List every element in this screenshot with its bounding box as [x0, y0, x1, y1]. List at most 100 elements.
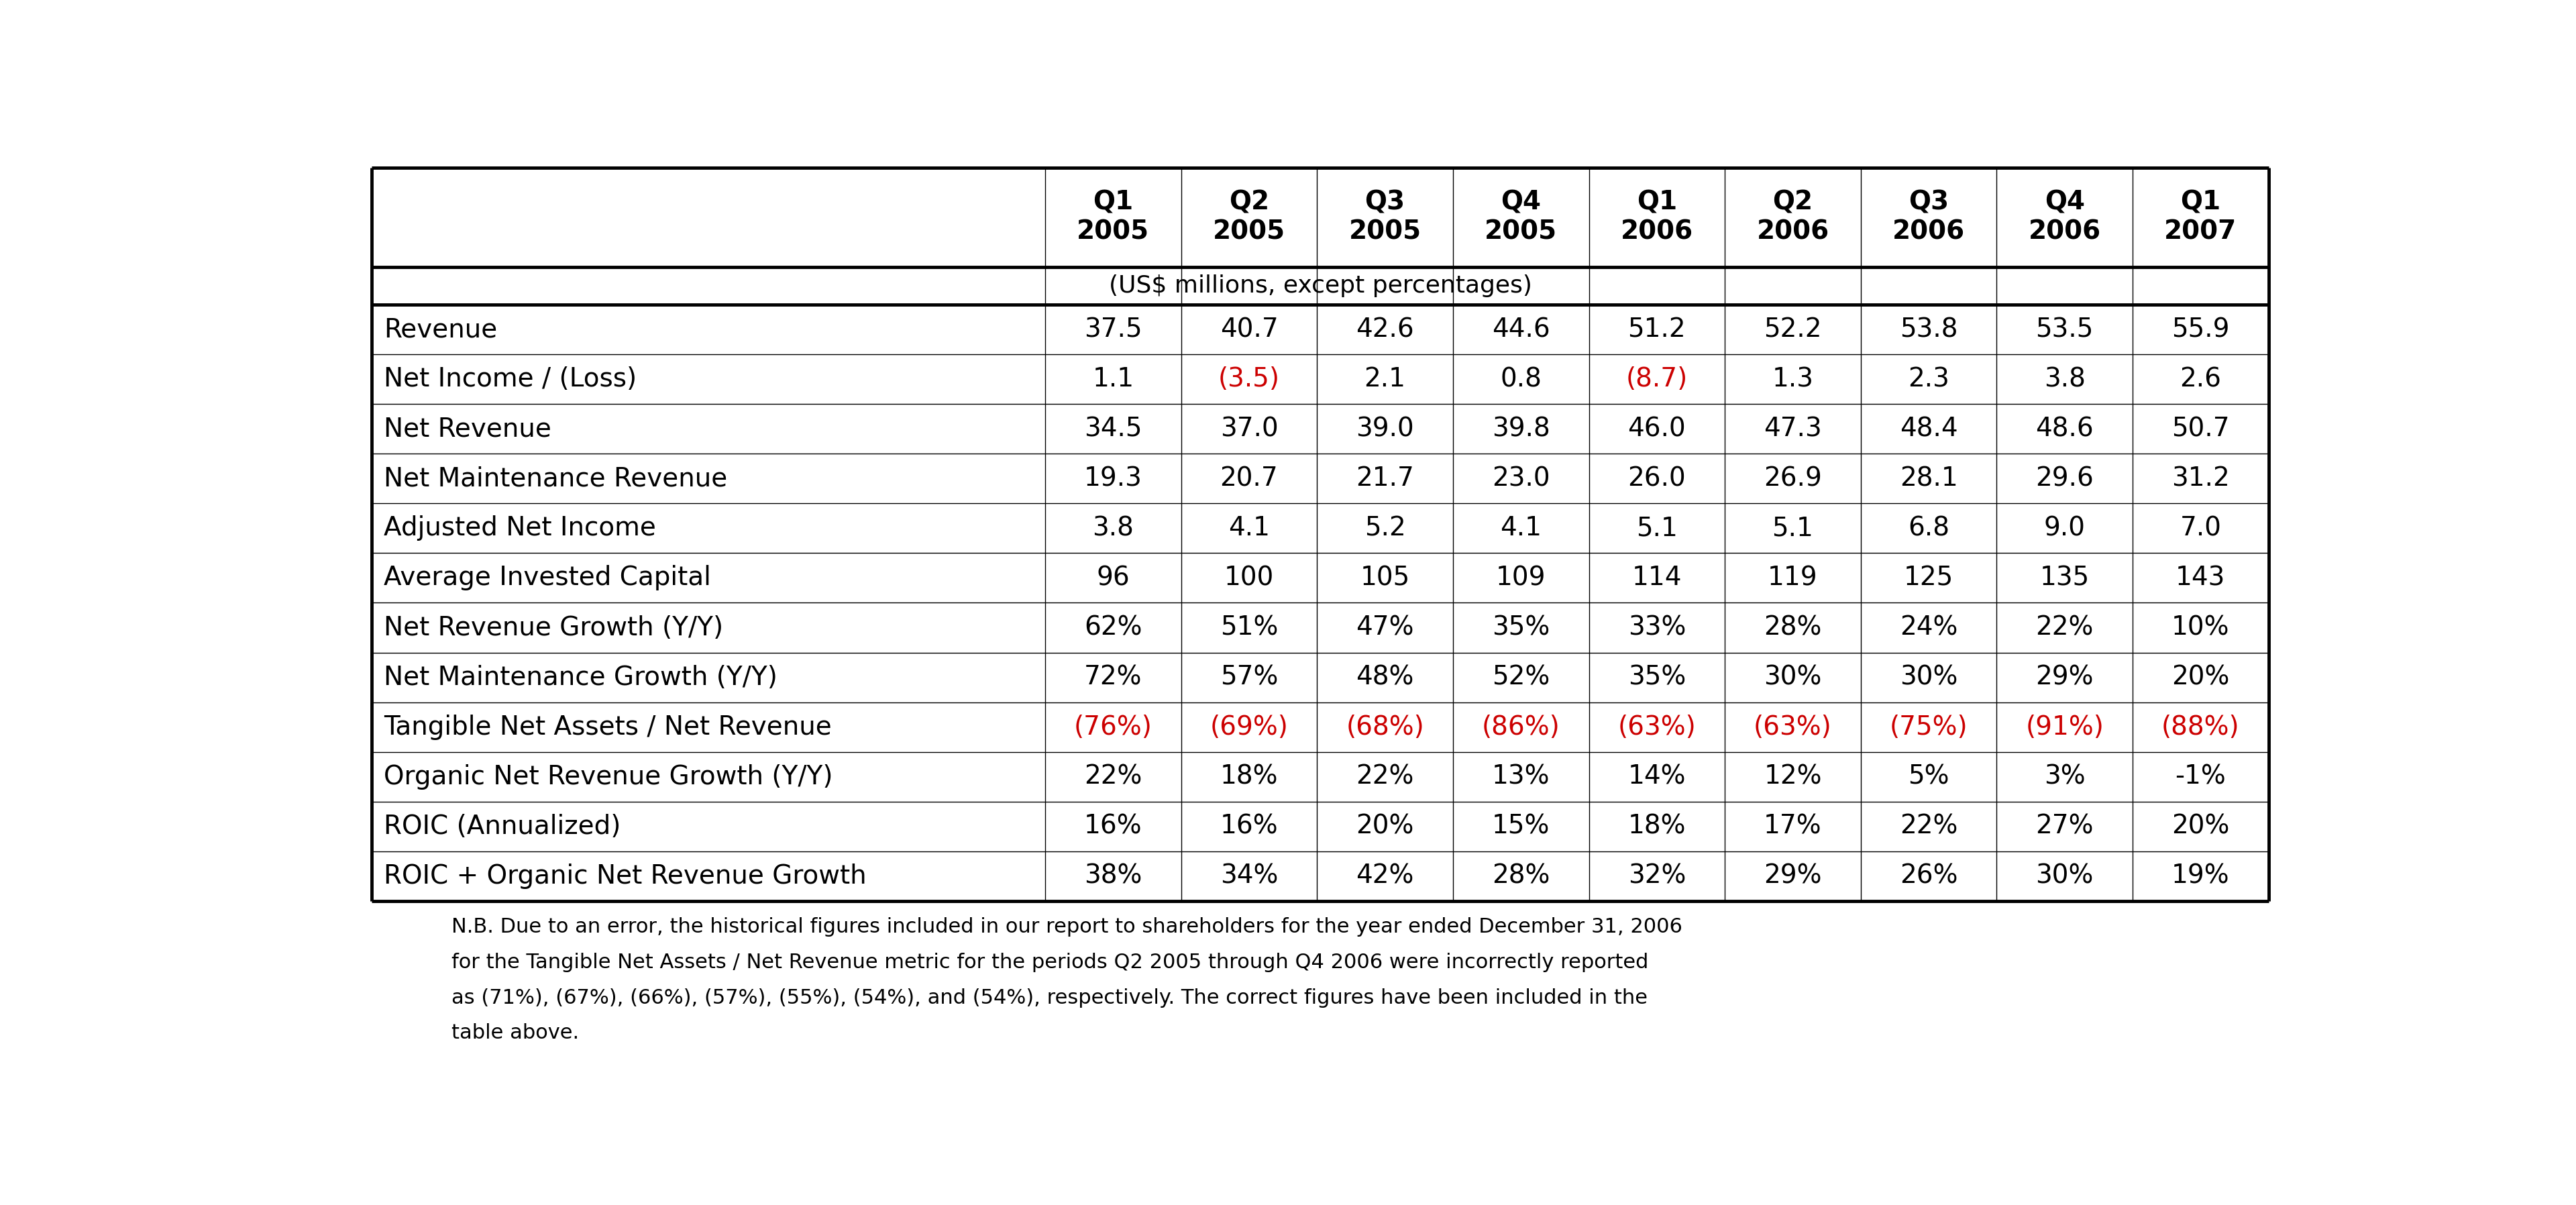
- Text: Net Maintenance Growth (Y/Y): Net Maintenance Growth (Y/Y): [384, 665, 778, 690]
- Text: Q2
2005: Q2 2005: [1213, 189, 1285, 245]
- Text: 30%: 30%: [2035, 863, 2094, 889]
- Text: 29.6: 29.6: [2035, 466, 2094, 492]
- Text: 39.0: 39.0: [1355, 416, 1414, 442]
- Text: (68%): (68%): [1345, 715, 1425, 740]
- Text: 2.3: 2.3: [1909, 366, 1950, 392]
- Text: 10%: 10%: [2172, 615, 2231, 640]
- Text: for the Tangible Net Assets / Net Revenue metric for the periods Q2 2005 through: for the Tangible Net Assets / Net Revenu…: [451, 953, 1649, 972]
- Text: 26.0: 26.0: [1628, 466, 1685, 492]
- Text: 48.4: 48.4: [1899, 416, 1958, 442]
- Text: (88%): (88%): [2161, 715, 2239, 740]
- Text: (8.7): (8.7): [1625, 366, 1687, 392]
- Text: 35%: 35%: [1628, 665, 1685, 690]
- Text: Q1
2005: Q1 2005: [1077, 189, 1149, 245]
- Text: 5%: 5%: [1909, 764, 1950, 789]
- Text: Net Income / (Loss): Net Income / (Loss): [384, 366, 636, 392]
- Text: 16%: 16%: [1084, 813, 1141, 839]
- Text: 3.8: 3.8: [2043, 366, 2087, 392]
- Text: 34.5: 34.5: [1084, 416, 1141, 442]
- Text: 21.7: 21.7: [1355, 466, 1414, 492]
- Text: Q1
2007: Q1 2007: [2164, 189, 2236, 245]
- Text: 53.5: 53.5: [2035, 317, 2094, 342]
- Text: Average Invested Capital: Average Invested Capital: [384, 565, 711, 590]
- Text: 42.6: 42.6: [1355, 317, 1414, 342]
- Text: 143: 143: [2177, 565, 2226, 590]
- Text: Q4
2006: Q4 2006: [2027, 189, 2102, 245]
- Text: 51.2: 51.2: [1628, 317, 1685, 342]
- Text: 39.8: 39.8: [1492, 416, 1551, 442]
- Text: 96: 96: [1097, 565, 1131, 590]
- Text: 4.1: 4.1: [1229, 516, 1270, 541]
- Text: 109: 109: [1497, 565, 1546, 590]
- Text: Q3
2006: Q3 2006: [1893, 189, 1965, 245]
- Text: Tangible Net Assets / Net Revenue: Tangible Net Assets / Net Revenue: [384, 715, 832, 740]
- Text: 52.2: 52.2: [1765, 317, 1821, 342]
- Text: 50.7: 50.7: [2172, 416, 2231, 442]
- Text: 4.1: 4.1: [1499, 516, 1540, 541]
- Text: 135: 135: [2040, 565, 2089, 590]
- Text: 22%: 22%: [2035, 615, 2094, 640]
- Text: 1.3: 1.3: [1772, 366, 1814, 392]
- Text: 53.8: 53.8: [1899, 317, 1958, 342]
- Text: 28%: 28%: [1765, 615, 1821, 640]
- Text: -1%: -1%: [2174, 764, 2226, 789]
- Text: 29%: 29%: [1765, 863, 1821, 889]
- Text: Adjusted Net Income: Adjusted Net Income: [384, 516, 657, 541]
- Text: 37.5: 37.5: [1084, 317, 1141, 342]
- Text: 62%: 62%: [1084, 615, 1141, 640]
- Text: 27%: 27%: [2035, 813, 2094, 839]
- Text: 22%: 22%: [1899, 813, 1958, 839]
- Text: 55.9: 55.9: [2172, 317, 2231, 342]
- Text: 2.1: 2.1: [1365, 366, 1406, 392]
- Text: 119: 119: [1767, 565, 1819, 590]
- Text: 2.6: 2.6: [2179, 366, 2221, 392]
- Text: 31.2: 31.2: [2172, 466, 2231, 492]
- Text: 48%: 48%: [1355, 665, 1414, 690]
- Text: 30%: 30%: [1765, 665, 1821, 690]
- Text: 26%: 26%: [1899, 863, 1958, 889]
- Text: 72%: 72%: [1084, 665, 1141, 690]
- Text: 9.0: 9.0: [2043, 516, 2087, 541]
- Text: (63%): (63%): [1754, 715, 1832, 740]
- Text: 24%: 24%: [1899, 615, 1958, 640]
- Text: Q3
2005: Q3 2005: [1350, 189, 1422, 245]
- Text: 12%: 12%: [1765, 764, 1821, 789]
- Text: 6.8: 6.8: [1909, 516, 1950, 541]
- Text: 22%: 22%: [1355, 764, 1414, 789]
- Text: 23.0: 23.0: [1492, 466, 1551, 492]
- Text: table above.: table above.: [451, 1023, 580, 1042]
- Text: 38%: 38%: [1084, 863, 1141, 889]
- Text: 57%: 57%: [1221, 665, 1278, 690]
- Text: Q2
2006: Q2 2006: [1757, 189, 1829, 245]
- Text: ROIC + Organic Net Revenue Growth: ROIC + Organic Net Revenue Growth: [384, 863, 866, 889]
- Text: N.B. Due to an error, the historical figures included in our report to sharehold: N.B. Due to an error, the historical fig…: [451, 917, 1682, 937]
- Text: 35%: 35%: [1492, 615, 1551, 640]
- Text: 20.7: 20.7: [1221, 466, 1278, 492]
- Text: 1.1: 1.1: [1092, 366, 1133, 392]
- Text: 16%: 16%: [1221, 813, 1278, 839]
- Text: (3.5): (3.5): [1218, 366, 1280, 392]
- Text: (US$ millions, except percentages): (US$ millions, except percentages): [1108, 275, 1533, 298]
- Text: 37.0: 37.0: [1221, 416, 1278, 442]
- Text: 7.0: 7.0: [2179, 516, 2221, 541]
- Text: (75%): (75%): [1891, 715, 1968, 740]
- Text: Net Revenue: Net Revenue: [384, 416, 551, 442]
- Text: 18%: 18%: [1628, 813, 1685, 839]
- Text: (86%): (86%): [1481, 715, 1561, 740]
- Text: 30%: 30%: [1899, 665, 1958, 690]
- Text: 125: 125: [1904, 565, 1953, 590]
- Text: 48.6: 48.6: [2035, 416, 2094, 442]
- Text: Organic Net Revenue Growth (Y/Y): Organic Net Revenue Growth (Y/Y): [384, 764, 832, 789]
- Text: 47%: 47%: [1355, 615, 1414, 640]
- Text: 20%: 20%: [2172, 813, 2228, 839]
- Text: 34%: 34%: [1221, 863, 1278, 889]
- Text: 18%: 18%: [1221, 764, 1278, 789]
- Text: (76%): (76%): [1074, 715, 1151, 740]
- Text: 51%: 51%: [1221, 615, 1278, 640]
- Text: 100: 100: [1224, 565, 1275, 590]
- Text: Q1
2006: Q1 2006: [1620, 189, 1692, 245]
- Text: 5.2: 5.2: [1365, 516, 1406, 541]
- Text: 33%: 33%: [1628, 615, 1685, 640]
- Text: 28.1: 28.1: [1899, 466, 1958, 492]
- Text: 105: 105: [1360, 565, 1409, 590]
